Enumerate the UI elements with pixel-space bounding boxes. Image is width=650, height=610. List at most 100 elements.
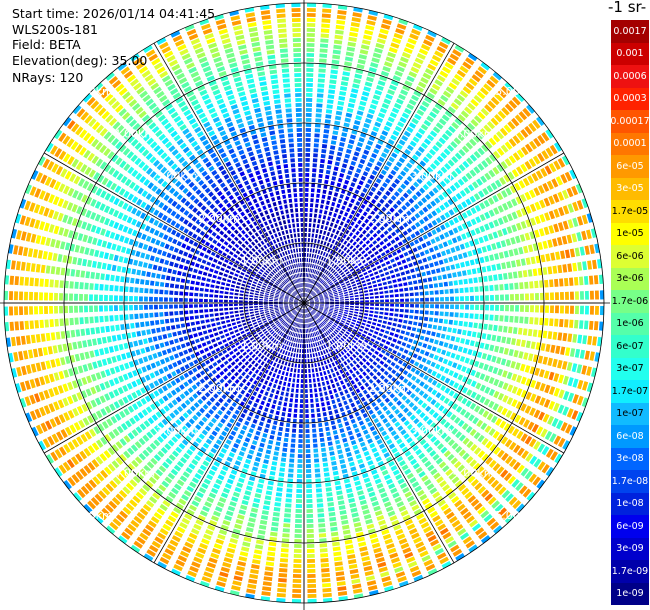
ray-gate — [309, 208, 313, 213]
ray-gate — [567, 263, 573, 272]
ray-gate — [567, 392, 575, 402]
ray-gate — [324, 375, 328, 381]
ray-gate — [529, 366, 536, 375]
ray-gate — [296, 328, 299, 333]
ray-gate — [379, 134, 386, 141]
ray-gate — [315, 289, 319, 293]
ray-gate — [466, 209, 473, 217]
ray-gate — [455, 354, 461, 361]
ray-gate — [545, 253, 551, 262]
ray-gate — [598, 321, 604, 331]
ray-gate — [281, 338, 285, 343]
ray-gate — [381, 206, 387, 212]
ray-gate — [492, 231, 499, 239]
ray-gate — [338, 278, 343, 282]
ray-gate — [571, 185, 579, 196]
ray-gate — [334, 561, 343, 567]
ray-gate — [537, 185, 545, 194]
ray-gate — [479, 384, 486, 392]
ray-gate — [378, 287, 383, 291]
ray-gate — [528, 353, 534, 362]
ray-gate — [320, 558, 329, 563]
ray-gate — [306, 334, 308, 338]
ray-gate — [402, 84, 411, 92]
ray-gate — [315, 108, 323, 113]
ray-gate — [448, 390, 455, 397]
ray-gate — [286, 488, 293, 493]
ray-gate — [251, 466, 259, 472]
ray-gate — [481, 144, 489, 153]
ray-gate — [369, 329, 374, 333]
ray-gate — [292, 327, 295, 331]
ray-gate — [317, 83, 325, 88]
ray-gate — [257, 358, 262, 364]
ray-gate — [359, 215, 365, 221]
ray-gate — [534, 215, 541, 225]
ray-gate — [229, 501, 237, 507]
ray-gate — [247, 522, 255, 528]
ray-gate — [238, 477, 245, 484]
ray-gate — [223, 375, 229, 380]
ray-gate — [308, 306, 313, 310]
ray-gate — [314, 238, 317, 243]
ray-gate — [344, 333, 349, 338]
ray-gate — [459, 189, 467, 197]
ray-gate — [310, 343, 313, 348]
ray-gate — [256, 452, 263, 458]
ray-gate — [464, 241, 470, 249]
ray-gate — [457, 528, 467, 536]
ray-gate — [309, 348, 312, 353]
ray-gate — [413, 239, 420, 245]
ray-gate — [424, 336, 430, 342]
ray-gate — [310, 333, 313, 338]
ray-gate — [496, 433, 504, 442]
ray-gate — [283, 366, 287, 371]
ray-gate — [352, 216, 358, 222]
ray-gate — [363, 477, 371, 483]
ray-gate — [355, 237, 361, 243]
ray-gate — [349, 310, 354, 313]
ray-gate — [321, 289, 326, 293]
ray-gate — [355, 485, 363, 491]
ray-gate — [501, 489, 511, 499]
ray-gate — [353, 522, 362, 528]
ray-gate — [324, 247, 328, 252]
ray-gate — [284, 397, 288, 402]
ray-gate — [305, 409, 309, 413]
ray-gate — [410, 392, 416, 399]
ray-gate — [374, 89, 383, 96]
ray-gate — [554, 142, 562, 152]
ray-gate — [403, 166, 410, 173]
ray-gate — [378, 33, 388, 40]
ray-gate — [186, 537, 196, 544]
ray-gate — [533, 440, 541, 450]
ray-gate — [167, 402, 174, 409]
ray-gate — [341, 205, 346, 211]
ray-gate — [340, 463, 347, 469]
ray-gate — [385, 351, 391, 357]
ray-gate — [544, 384, 551, 394]
ray-gate — [477, 531, 488, 540]
ray-gate — [374, 250, 379, 256]
ray-gate — [294, 524, 302, 528]
ray-gate — [485, 295, 489, 301]
ray-gate — [466, 269, 472, 276]
ray-gate — [447, 173, 455, 181]
ray-gate — [298, 358, 301, 363]
ray-gate — [300, 374, 304, 378]
ray-gate — [320, 301, 324, 302]
ray-gate — [447, 424, 455, 432]
ray-gate — [329, 297, 334, 299]
ray-gate — [552, 358, 558, 368]
ray-gate — [544, 165, 552, 175]
ray-gate — [548, 400, 556, 410]
ray-gate — [448, 370, 455, 377]
ray-gate — [394, 496, 402, 503]
ray-gate — [408, 338, 414, 343]
ray-gate — [310, 304, 314, 306]
ray-gate — [418, 517, 427, 525]
ray-gate — [355, 168, 362, 174]
ray-gate — [358, 208, 363, 214]
ray-gate — [442, 241, 449, 248]
ray-gate — [349, 362, 354, 368]
